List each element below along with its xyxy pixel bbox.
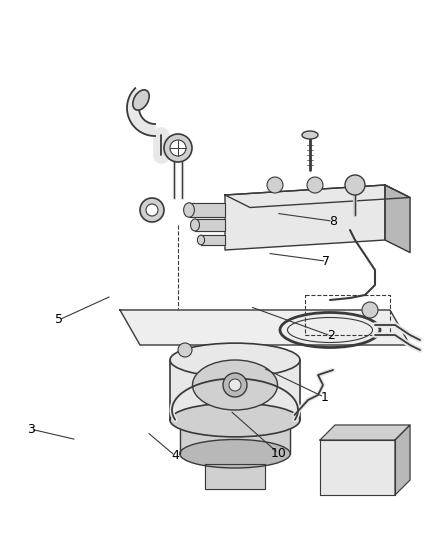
Text: 1: 1 bbox=[320, 391, 328, 403]
Circle shape bbox=[178, 343, 192, 357]
Ellipse shape bbox=[191, 219, 199, 231]
Circle shape bbox=[223, 373, 247, 397]
Polygon shape bbox=[225, 185, 410, 207]
Circle shape bbox=[347, 177, 363, 193]
Polygon shape bbox=[180, 420, 290, 454]
Polygon shape bbox=[205, 464, 265, 489]
Circle shape bbox=[164, 134, 192, 162]
Text: 5: 5 bbox=[55, 313, 63, 326]
Ellipse shape bbox=[184, 203, 194, 217]
Circle shape bbox=[345, 175, 365, 195]
Ellipse shape bbox=[302, 131, 318, 139]
Polygon shape bbox=[395, 425, 410, 495]
Polygon shape bbox=[189, 203, 225, 217]
Polygon shape bbox=[127, 88, 155, 136]
Text: 10: 10 bbox=[270, 447, 286, 459]
Text: 4: 4 bbox=[171, 449, 179, 462]
Text: 2: 2 bbox=[327, 329, 335, 342]
Text: 3: 3 bbox=[27, 423, 35, 435]
Polygon shape bbox=[170, 360, 300, 420]
Polygon shape bbox=[320, 440, 395, 495]
Ellipse shape bbox=[192, 360, 278, 410]
Ellipse shape bbox=[198, 235, 205, 245]
Circle shape bbox=[229, 379, 241, 391]
Polygon shape bbox=[385, 185, 410, 253]
Circle shape bbox=[170, 140, 186, 156]
Ellipse shape bbox=[180, 440, 290, 468]
Text: 7: 7 bbox=[322, 255, 330, 268]
Polygon shape bbox=[320, 425, 410, 440]
Text: 8: 8 bbox=[329, 215, 337, 228]
Circle shape bbox=[362, 302, 378, 318]
Circle shape bbox=[307, 177, 323, 193]
Polygon shape bbox=[201, 235, 225, 245]
Ellipse shape bbox=[180, 406, 290, 434]
Ellipse shape bbox=[170, 343, 300, 377]
Ellipse shape bbox=[170, 403, 300, 437]
Polygon shape bbox=[195, 219, 225, 231]
Circle shape bbox=[267, 177, 283, 193]
Polygon shape bbox=[225, 185, 385, 250]
Circle shape bbox=[140, 198, 164, 222]
Circle shape bbox=[146, 204, 158, 216]
Ellipse shape bbox=[133, 90, 149, 110]
Polygon shape bbox=[120, 310, 410, 345]
